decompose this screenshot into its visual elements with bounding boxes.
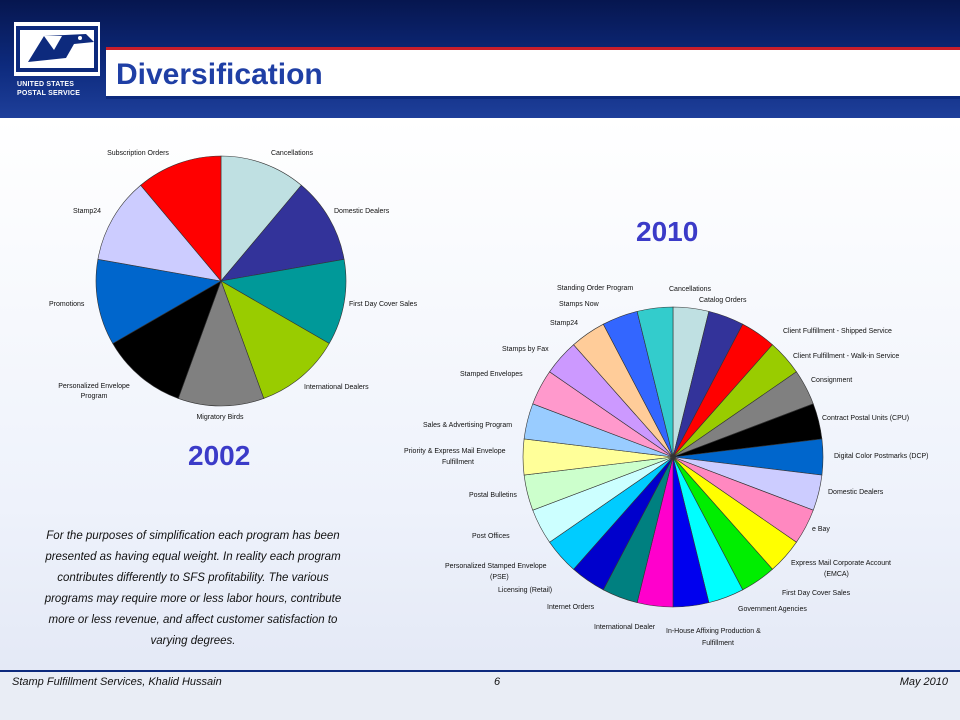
pie-label: Migratory Birds — [196, 414, 244, 421]
pie-slice — [220, 258, 347, 344]
pie-label: Fulfillment — [442, 459, 474, 466]
pie-slice — [97, 184, 222, 282]
labels-2002: Subscription Orders Cancellations Domest… — [49, 150, 418, 421]
wordmark-line2: POSTAL SERVICE — [17, 90, 81, 97]
pie-label: Stamp24 — [73, 208, 101, 215]
pie-label: Stamps by Fax — [502, 346, 549, 353]
title-bar — [106, 49, 960, 97]
title-divider — [106, 96, 960, 99]
pie-label: Priority & Express Mail Envelope — [404, 448, 506, 455]
pie-label: Stamped Envelopes — [460, 371, 523, 378]
pie-label: (EMCA) — [824, 571, 849, 578]
pie-chart-2002 — [95, 155, 347, 407]
pie-slice — [220, 280, 330, 399]
eagle-icon — [16, 26, 98, 72]
title-accent-line — [106, 47, 960, 50]
footer-divider — [0, 670, 960, 672]
usps-eagle-logo — [14, 22, 100, 76]
pie-label: Promotions — [49, 301, 85, 308]
pie-label: Internet Orders — [547, 604, 595, 611]
usps-wordmark: UNITED STATES POSTAL SERVICE — [17, 80, 80, 98]
pie-label: Post Offices — [472, 533, 510, 540]
pie-label: International Dealer — [594, 624, 656, 631]
pie-label: Client Fulfillment - Walk-in Service — [793, 353, 899, 360]
pie-label: Licensing (Retail) — [498, 587, 552, 594]
pie-label: Express Mail Corporate Account — [791, 560, 891, 567]
pie-label: Subscription Orders — [107, 150, 169, 157]
pie-label: Catalog Orders — [699, 297, 747, 304]
pie-label: Client Fulfillment - Shipped Service — [783, 328, 892, 335]
pie-slice — [220, 184, 345, 282]
pie-label: In-House Affixing Production & — [666, 628, 761, 635]
pie-label: Personalized Stamped Envelope — [445, 563, 547, 570]
pie-chart-2010 — [522, 306, 824, 608]
pie-slice — [636, 306, 674, 458]
page-number: 6 — [494, 676, 501, 688]
pie-label: e Bay — [812, 526, 830, 533]
pie-label: Sales & Advertising Program — [423, 422, 512, 429]
pie-label: Standing Order Program — [557, 285, 633, 292]
pie-slice — [140, 155, 222, 282]
pie-label: International Dealers — [304, 384, 369, 391]
pie-label: Cancellations — [271, 150, 314, 157]
pie-slice — [177, 280, 265, 407]
pie-label: First Day Cover Sales — [782, 590, 851, 597]
pie-label: Cancellations — [669, 286, 712, 293]
pie-label: Stamps Now — [559, 301, 600, 308]
wordmark-line1: UNITED STATES — [17, 81, 75, 88]
pie-slice — [95, 258, 222, 344]
pie-charts: Subscription Orders Cancellations Domest… — [49, 150, 929, 647]
year-2002-label: 2002 — [188, 440, 251, 471]
footer-presenter: Stamp Fulfillment Services, Khalid Hussa… — [12, 676, 222, 688]
labels-2010: Cancellations Catalog Orders Client Fulf… — [404, 285, 929, 647]
pie-label: Program — [81, 393, 108, 400]
pie-slice — [220, 155, 302, 282]
pie-label: Fulfillment — [702, 640, 734, 647]
slide-title: Diversification — [116, 58, 323, 91]
footer-date: May 2010 — [899, 676, 948, 688]
pie-label: Domestic Dealers — [334, 208, 390, 215]
pie-label: Digital Color Postmarks (DCP) — [834, 453, 929, 460]
pie-label: Domestic Dealers — [828, 489, 884, 496]
simplification-note: For the purposes of simplification each … — [44, 530, 342, 647]
pie-label: Personalized Envelope — [58, 383, 130, 390]
pie-label: Postal Bulletins — [469, 492, 517, 499]
pie-label: (PSE) — [490, 574, 509, 581]
pie-label: First Day Cover Sales — [349, 301, 418, 308]
pie-label: Stamp24 — [550, 320, 578, 327]
year-2010-label: 2010 — [636, 216, 699, 247]
pie-label: Government Agencies — [738, 606, 807, 613]
pie-label: Contract Postal Units (CPU) — [822, 415, 909, 422]
footer-bar — [0, 672, 960, 720]
pie-label: Consignment — [811, 377, 852, 384]
pie-slice — [112, 280, 222, 399]
